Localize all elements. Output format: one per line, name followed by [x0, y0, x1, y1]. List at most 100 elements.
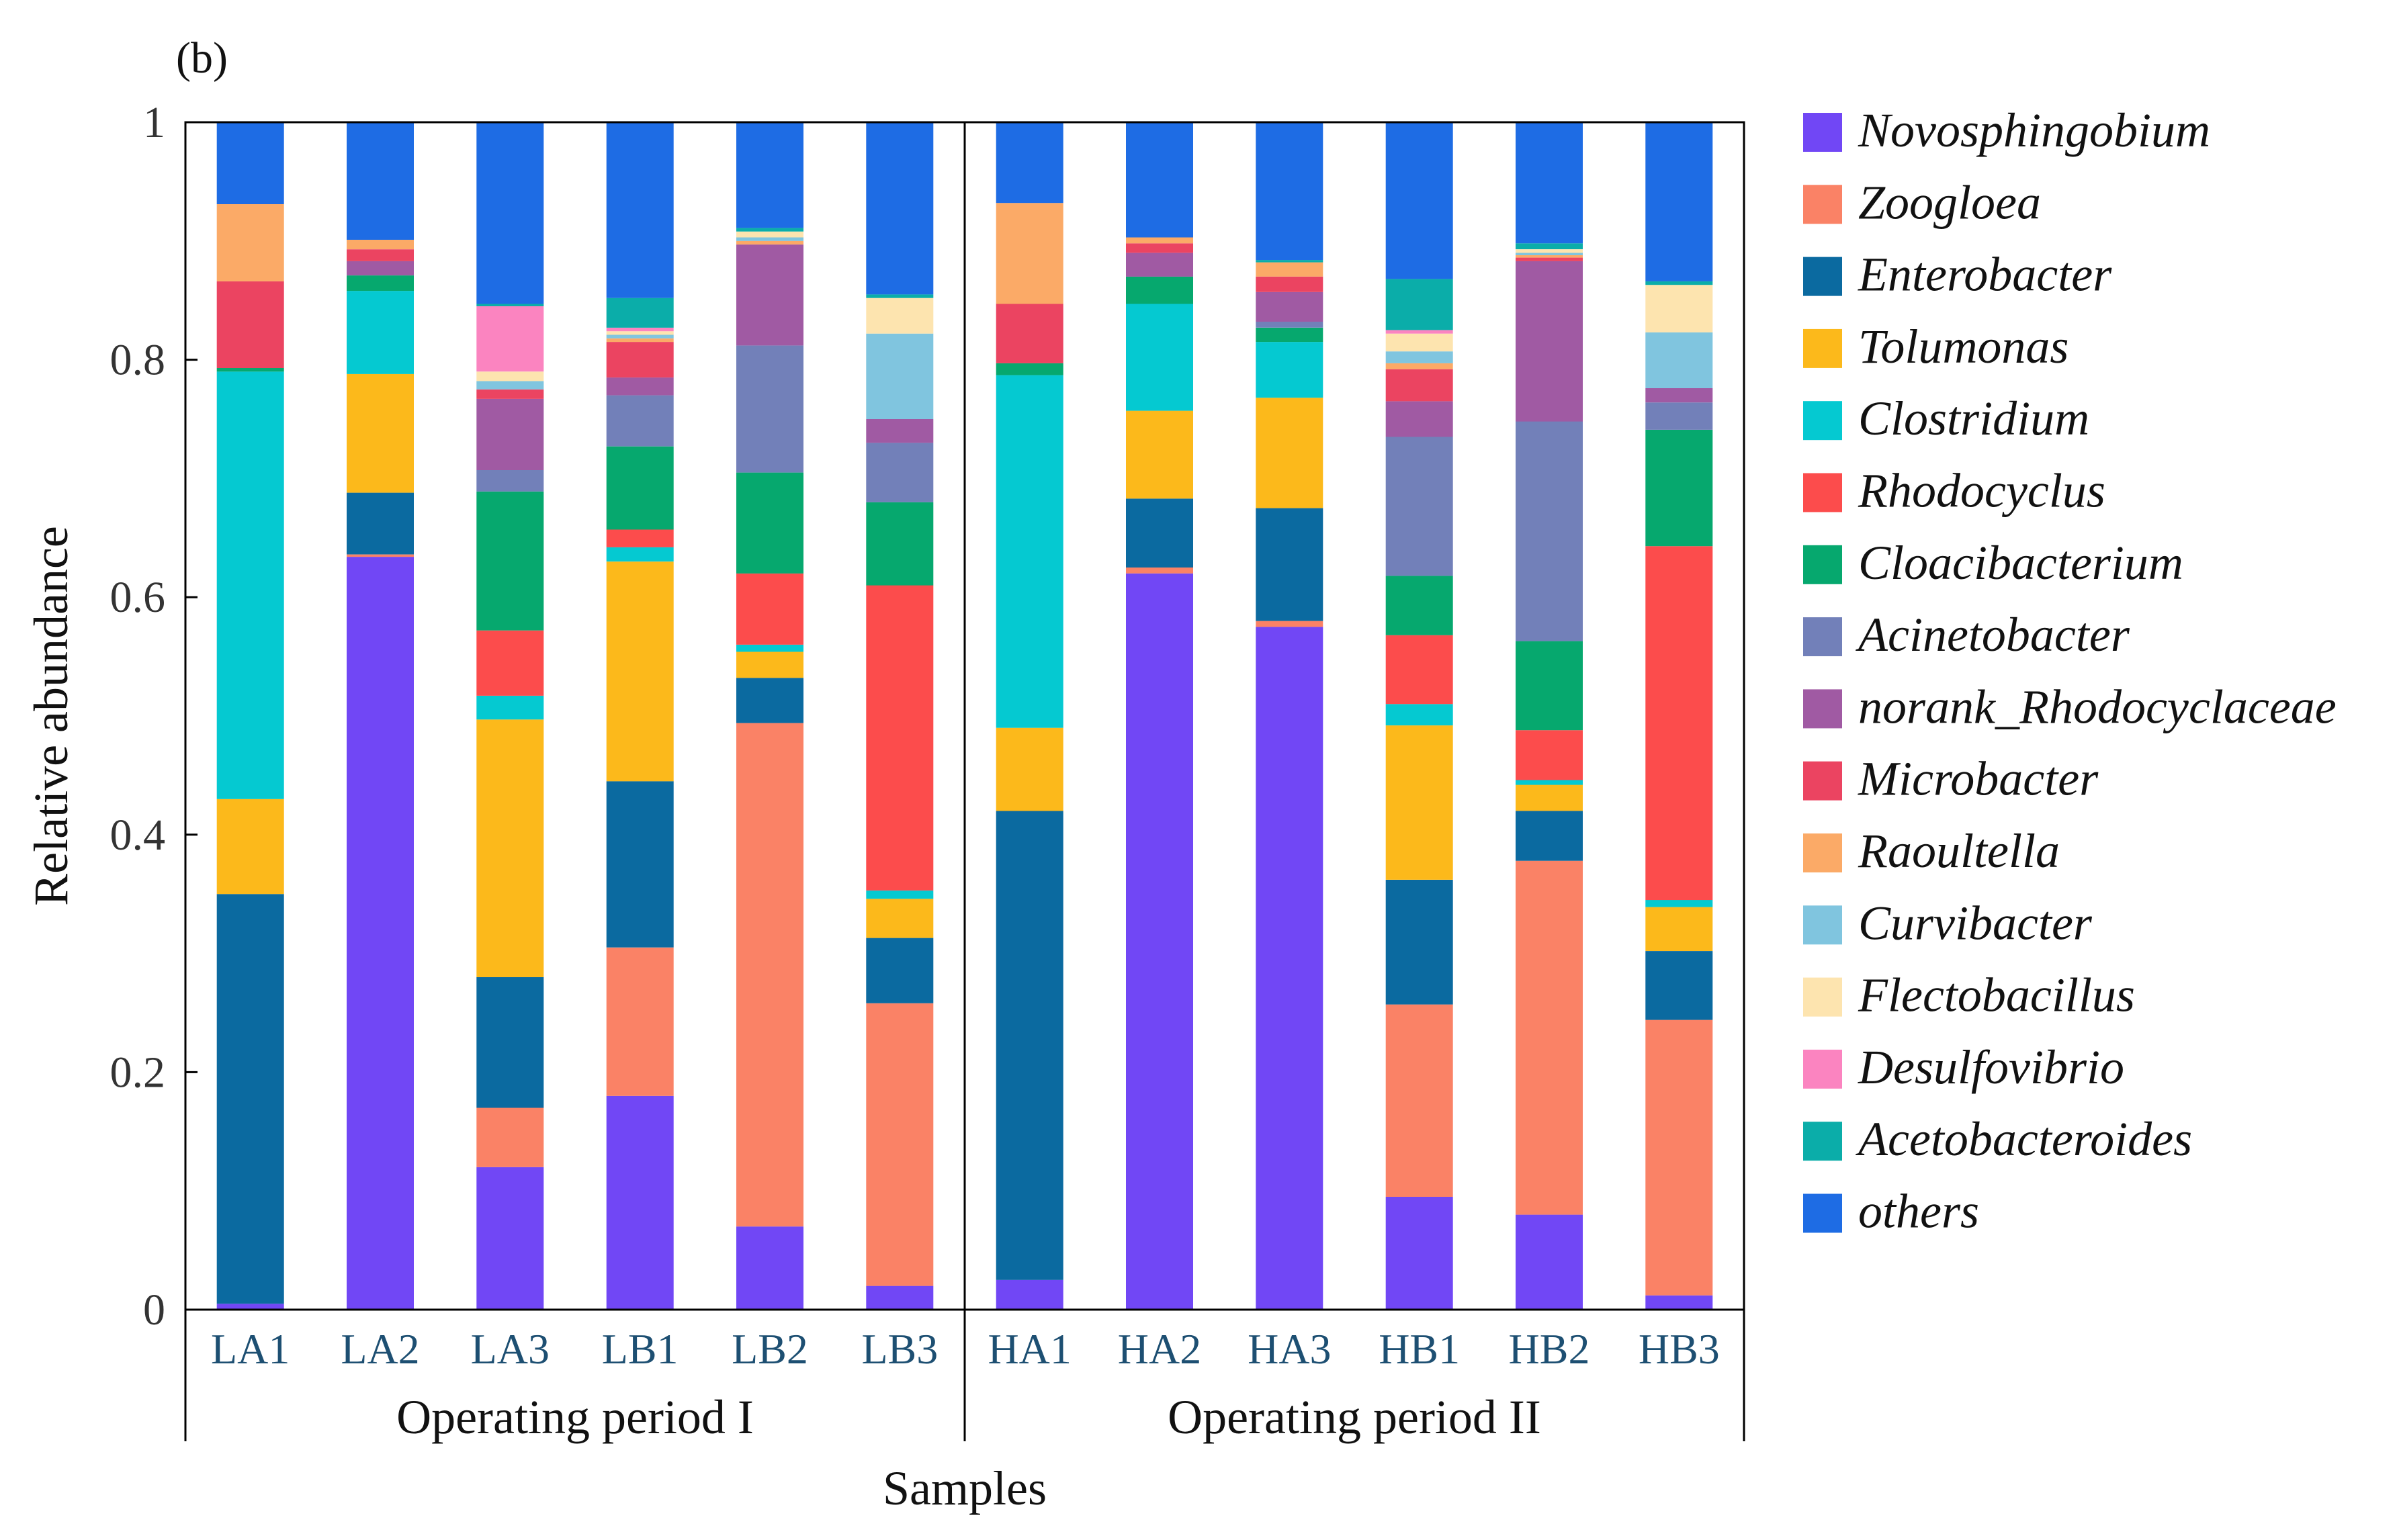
bar-stack-hb3: [1645, 122, 1713, 1310]
bar-segment-hb3-zoogloea: [1645, 1020, 1713, 1296]
bar-segment-lb1-acinetobacter: [606, 395, 674, 447]
legend-item-acinetobacter: Acinetobacter: [1803, 608, 2130, 662]
legend-item-zoogloea: Zoogloea: [1803, 175, 2041, 229]
legend-item-cloacibacterium: Cloacibacterium: [1803, 536, 2183, 590]
bar-segment-lb3-acinetobacter: [866, 443, 934, 502]
bar-segment-hb2-rhodocyclus: [1516, 730, 1583, 780]
x-axis-title: Samples: [883, 1461, 1047, 1515]
bar-segment-ha3-zoogloea: [1256, 621, 1323, 627]
bar-segment-hb3-acetobacteroides: [1645, 281, 1713, 285]
legend-label: norank_Rhodocyclaceae: [1858, 680, 2337, 733]
bar-segment-hb3-acinetobacter: [1645, 402, 1713, 430]
bar-stack-ha3: [1256, 122, 1323, 1310]
bar-segment-lb2-acetobacteroides: [736, 228, 803, 232]
bar-segment-la3-acinetobacter: [476, 470, 544, 492]
bar-segment-hb1-microbacter: [1385, 369, 1453, 402]
x-tick-label-lb1: LB1: [602, 1325, 679, 1373]
bar-segment-hb3-cloacibacterium: [1645, 429, 1713, 547]
legend-item-curvibacter: Curvibacter: [1803, 896, 2093, 950]
x-tick-label-la1: LA1: [211, 1325, 290, 1373]
bar-segment-la2-norank-rhodocyclaceae: [347, 261, 414, 276]
bar-segment-ha2-norank-rhodocyclaceae: [1126, 253, 1193, 277]
legend-item-microbacter: Microbacter: [1803, 752, 2099, 806]
legend-item-raoultella: Raoultella: [1803, 824, 2060, 878]
bar-segment-lb2-raoultella: [736, 240, 803, 245]
bar-segment-lb1-acetobacteroides: [606, 298, 674, 328]
bar-segment-lb2-others: [736, 122, 803, 228]
bar-segment-lb3-novosphingobium: [866, 1285, 934, 1310]
bar-segment-hb2-acinetobacter: [1516, 421, 1583, 641]
bar-segment-hb1-tolumonas: [1385, 725, 1453, 880]
bar-segment-lb1-tolumonas: [606, 561, 674, 782]
x-tick-label-la3: LA3: [471, 1325, 550, 1373]
bar-segment-ha2-microbacter: [1126, 243, 1193, 253]
y-tick-label: 0.6: [110, 573, 166, 622]
bar-stack-lb2: [736, 122, 803, 1310]
bar-segment-ha1-enterobacter: [996, 811, 1063, 1280]
bar-segment-lb2-curvibacter: [736, 237, 803, 241]
bar-segment-hb1-acetobacteroides: [1385, 279, 1453, 330]
bar-stack-hb2: [1516, 122, 1583, 1310]
legend-label: Acetobacteroides: [1856, 1112, 2192, 1166]
legend-label: Raoultella: [1858, 824, 2060, 878]
legend-item-norank-rhodocyclaceae: norank_Rhodocyclaceae: [1803, 680, 2337, 733]
bar-segment-lb1-flectobacillus: [606, 331, 674, 335]
bar-segment-ha2-zoogloea: [1126, 568, 1193, 574]
bar-segment-hb2-clostridium: [1516, 780, 1583, 785]
legend-item-acetobacteroides: Acetobacteroides: [1803, 1112, 2192, 1166]
legend-item-novosphingobium: Novosphingobium: [1803, 103, 2210, 157]
legend-label: Curvibacter: [1858, 896, 2093, 950]
bar-segment-la2-zoogloea: [347, 554, 414, 557]
bar-segment-ha2-clostridium: [1126, 304, 1193, 411]
legend-item-others: others: [1803, 1185, 1979, 1238]
bar-segment-la3-zoogloea: [476, 1107, 544, 1167]
bar-segment-ha2-tolumonas: [1126, 410, 1193, 499]
bar-segment-ha3-cloacibacterium: [1256, 327, 1323, 343]
bar-segment-lb3-tolumonas: [866, 899, 934, 938]
bar-segment-lb1-zoogloea: [606, 947, 674, 1096]
bar-segment-ha1-raoultella: [996, 203, 1063, 304]
bar-segment-hb2-zoogloea: [1516, 860, 1583, 1215]
x-tick-label-ha3: HA3: [1248, 1325, 1331, 1373]
bar-segment-la2-novosphingobium: [347, 557, 414, 1310]
legend-swatch: [1803, 473, 1842, 512]
bar-segment-lb1-novosphingobium: [606, 1095, 674, 1310]
bar-segment-lb1-clostridium: [606, 547, 674, 562]
bar-segment-lb1-microbacter: [606, 342, 674, 378]
bar-segment-lb3-norank-rhodocyclaceae: [866, 419, 934, 443]
x-tick-label-ha2: HA2: [1118, 1325, 1201, 1373]
legend-item-rhodocyclus: Rhodocyclus: [1803, 464, 2105, 518]
bar-segment-ha1-novosphingobium: [996, 1279, 1063, 1310]
y-tick-label: 1: [143, 98, 165, 147]
bar-segment-la2-raoultella: [347, 240, 414, 250]
bar-segment-la1-others: [216, 122, 284, 204]
bar-segment-ha3-others: [1256, 122, 1323, 261]
bar-segment-hb3-enterobacter: [1645, 951, 1713, 1020]
bar-segment-lb2-acinetobacter: [736, 345, 803, 473]
legend-item-desulfovibrio: Desulfovibrio: [1803, 1040, 2124, 1094]
bar-segment-hb1-curvibacter: [1385, 351, 1453, 363]
bar-segment-ha3-novosphingobium: [1256, 627, 1323, 1310]
bar-segment-la3-clostridium: [476, 695, 544, 720]
bar-segment-ha1-clostridium: [996, 375, 1063, 728]
legend-label: Rhodocyclus: [1858, 464, 2105, 518]
legend-label: Clostridium: [1858, 392, 2089, 445]
x-tick-label-hb2: HB2: [1509, 1325, 1590, 1373]
bar-segment-hb1-norank-rhodocyclaceae: [1385, 401, 1453, 437]
x-tick-label-la2: LA2: [341, 1325, 419, 1373]
bar-segment-hb2-tolumonas: [1516, 784, 1583, 811]
bar-segment-hb1-desulfovibrio: [1385, 330, 1453, 334]
bar-segment-ha2-novosphingobium: [1126, 573, 1193, 1310]
bar-segment-la3-flectobacillus: [476, 371, 544, 381]
bar-segment-ha1-microbacter: [996, 304, 1063, 363]
bar-segment-la1-raoultella: [216, 204, 284, 281]
bar-segment-hb1-acinetobacter: [1385, 437, 1453, 576]
bar-segment-la3-others: [476, 122, 544, 304]
x-axis: LA1 LA2 LA3 LB1 LB2 LB3 HA1 HA2 HA3 HB1 HB2 HB3 Oper…: [211, 1325, 1720, 1444]
bar-segment-hb3-rhodocyclus: [1645, 546, 1713, 901]
bars-layer: [216, 122, 1713, 1310]
bar-segment-lb3-curvibacter: [866, 333, 934, 419]
legend-swatch: [1803, 328, 1842, 368]
bar-segment-lb3-others: [866, 122, 934, 295]
